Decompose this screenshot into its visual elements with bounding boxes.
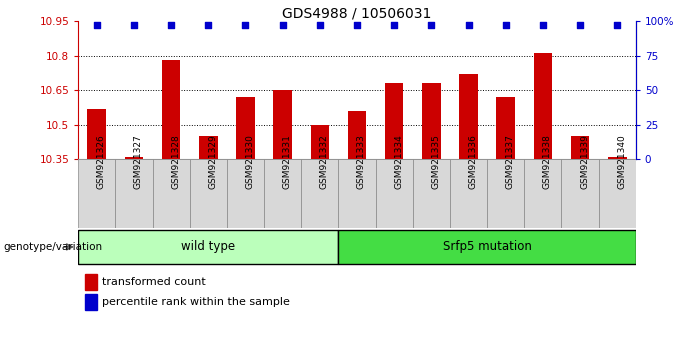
Text: GSM921334: GSM921334 <box>394 134 403 189</box>
Bar <box>190 159 227 228</box>
Bar <box>227 159 264 228</box>
Bar <box>301 159 339 228</box>
Point <box>314 23 325 28</box>
Bar <box>116 159 152 228</box>
Bar <box>162 61 180 159</box>
Bar <box>88 109 106 159</box>
Point <box>203 23 214 28</box>
Bar <box>524 159 562 228</box>
Bar <box>450 159 487 228</box>
Bar <box>608 157 626 159</box>
Text: GSM921327: GSM921327 <box>134 134 143 189</box>
Bar <box>339 230 636 264</box>
Title: GDS4988 / 10506031: GDS4988 / 10506031 <box>282 6 432 20</box>
Bar <box>496 97 515 159</box>
Text: GSM921333: GSM921333 <box>357 134 366 189</box>
Text: GSM921338: GSM921338 <box>543 134 552 189</box>
Bar <box>78 159 116 228</box>
Text: GSM921336: GSM921336 <box>469 134 477 189</box>
Point <box>166 23 177 28</box>
Point <box>389 23 400 28</box>
Text: percentile rank within the sample: percentile rank within the sample <box>102 297 290 307</box>
Point <box>500 23 511 28</box>
Bar <box>598 159 636 228</box>
Point <box>612 23 623 28</box>
Bar <box>124 157 143 159</box>
Bar <box>347 111 367 159</box>
Bar <box>422 84 441 159</box>
Point <box>91 23 102 28</box>
Text: transformed count: transformed count <box>102 278 206 287</box>
Point <box>463 23 474 28</box>
Bar <box>311 125 329 159</box>
Text: GSM921331: GSM921331 <box>283 134 292 189</box>
Text: GSM921328: GSM921328 <box>171 134 180 189</box>
Text: genotype/variation: genotype/variation <box>3 242 103 252</box>
Bar <box>459 74 478 159</box>
Bar <box>199 136 218 159</box>
Bar <box>264 159 301 228</box>
Point <box>129 23 139 28</box>
Bar <box>375 159 413 228</box>
Text: GSM921335: GSM921335 <box>431 134 441 189</box>
Point <box>537 23 548 28</box>
Text: GSM921329: GSM921329 <box>208 134 218 189</box>
Text: GSM921330: GSM921330 <box>245 134 254 189</box>
Bar <box>413 159 450 228</box>
Text: GSM921337: GSM921337 <box>506 134 515 189</box>
Bar <box>534 53 552 159</box>
Text: GSM921332: GSM921332 <box>320 134 329 189</box>
Point <box>352 23 362 28</box>
Text: Srfp5 mutation: Srfp5 mutation <box>443 240 532 253</box>
Bar <box>78 230 339 264</box>
Point <box>277 23 288 28</box>
Text: GSM921340: GSM921340 <box>617 134 626 189</box>
Point <box>426 23 437 28</box>
Bar <box>385 84 403 159</box>
Bar <box>339 159 375 228</box>
Bar <box>562 159 598 228</box>
Text: wild type: wild type <box>182 240 235 253</box>
Bar <box>236 97 255 159</box>
Bar <box>273 90 292 159</box>
Text: GSM921326: GSM921326 <box>97 134 106 189</box>
Bar <box>487 159 524 228</box>
Bar <box>571 136 590 159</box>
Bar <box>152 159 190 228</box>
Text: GSM921339: GSM921339 <box>580 134 589 189</box>
Point <box>575 23 585 28</box>
Point <box>240 23 251 28</box>
